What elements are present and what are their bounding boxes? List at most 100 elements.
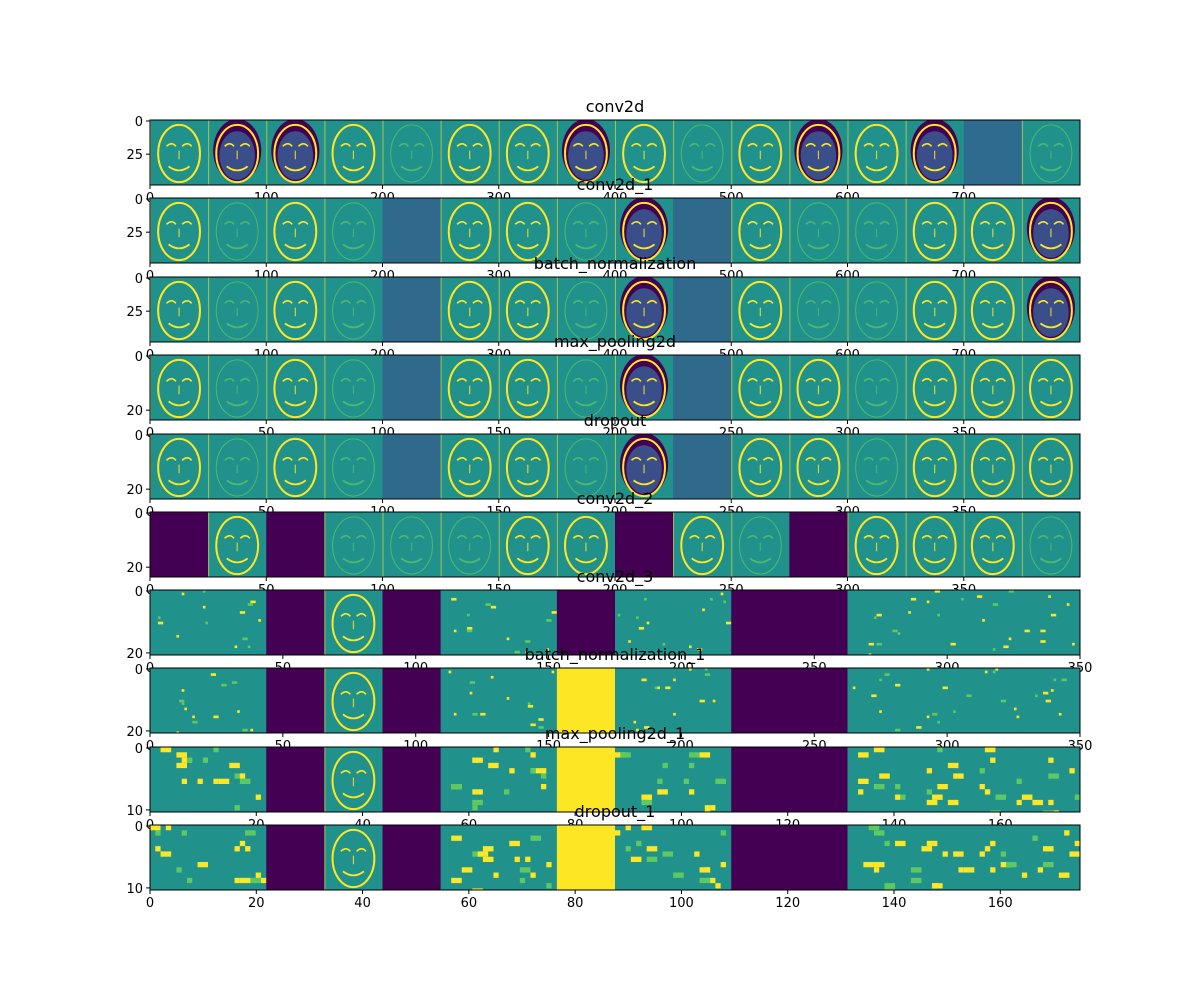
activation-spot (720, 592, 724, 596)
face-outline (680, 515, 725, 576)
eye-marks (747, 143, 774, 147)
activation-spot (239, 611, 246, 614)
feature-tile (963, 198, 1023, 263)
activation-spot (1008, 637, 1012, 641)
eye-marks (863, 535, 890, 539)
panel-dropout: dropout050100150200250300350020 (126, 411, 1081, 520)
eye-marks (514, 221, 541, 225)
activation-spot (950, 642, 956, 646)
activation-spot (1032, 835, 1038, 841)
mouth-mark (1039, 322, 1062, 329)
activation-spot (192, 715, 195, 719)
feature-tile (440, 668, 500, 733)
activation-spot (715, 778, 726, 784)
feature-tile (382, 512, 442, 577)
x-tick-label: 140 (882, 896, 907, 911)
feature-tile (440, 120, 500, 185)
feature-tiles (150, 825, 1080, 890)
eye-marks (979, 221, 1006, 225)
activation-spot (852, 686, 856, 690)
activation-spot (155, 846, 161, 852)
eye-marks (514, 300, 541, 304)
eye-marks (863, 457, 890, 461)
mouth-mark (516, 165, 539, 172)
activation-spot (1016, 715, 1020, 719)
face-outline (331, 828, 376, 889)
feature-tile (556, 825, 616, 890)
mouth-mark (284, 400, 307, 407)
activation-spot (482, 846, 494, 852)
activation-spot (895, 783, 901, 790)
activation-spot (636, 616, 639, 620)
eye-marks (921, 378, 948, 382)
activation-spot (1048, 799, 1054, 806)
face-outline (215, 438, 259, 497)
mouth-mark (981, 479, 1004, 486)
activation-spot (688, 668, 692, 671)
tile-background (789, 668, 848, 733)
mouth-mark (342, 635, 365, 642)
activation-spot (451, 597, 457, 601)
mouth-mark (923, 322, 946, 329)
activation-spot (150, 825, 161, 831)
activation-spot (1061, 678, 1067, 682)
mouth-mark (749, 400, 772, 407)
activation-spot (506, 637, 510, 641)
feature-tile (1021, 590, 1080, 655)
activation-spot (541, 783, 547, 790)
feature-tile (615, 512, 674, 577)
mouth-mark (923, 479, 946, 486)
face-outline (157, 358, 201, 419)
activation-spot (160, 747, 172, 753)
feature-tile (440, 198, 500, 263)
feature-tile (208, 120, 267, 185)
activation-spot (963, 867, 970, 873)
face-outline (622, 123, 666, 184)
tile-background (963, 120, 1023, 185)
feature-tile (382, 825, 442, 890)
tile-background (208, 590, 267, 655)
eye-marks (572, 300, 600, 304)
feature-tile (382, 277, 442, 342)
face-outline (273, 280, 318, 341)
activation-spot (699, 877, 711, 884)
y-tick-label: 0 (135, 585, 143, 600)
feature-tile (673, 825, 732, 890)
feature-tile (847, 277, 907, 342)
activation-spot (1043, 691, 1049, 695)
tile-background (382, 434, 442, 499)
eye-marks (282, 378, 309, 382)
face-outline (215, 515, 260, 576)
mouth-mark (574, 479, 597, 486)
feature-tile (847, 668, 907, 733)
activation-spot (493, 872, 499, 878)
activation-spot (871, 694, 877, 698)
feature-tile (382, 747, 442, 812)
mouth-mark (807, 243, 830, 250)
tile-background (440, 747, 500, 812)
feature-tile (498, 355, 558, 420)
face-outline (970, 515, 1015, 576)
feature-tile (789, 825, 848, 890)
feature-tiles (150, 434, 1080, 499)
feature-tile (615, 825, 674, 890)
feature-tile (498, 590, 558, 655)
tile-background (1021, 590, 1080, 655)
activation-spot (688, 645, 692, 649)
feature-tile (673, 277, 732, 342)
activation-spot (628, 640, 631, 643)
feature-tile (731, 668, 790, 733)
tile-background (673, 355, 732, 420)
tile-background (789, 590, 848, 655)
eye-marks (747, 457, 774, 461)
activation-spot (725, 621, 732, 625)
mouth-mark (458, 322, 481, 329)
activation-spot (665, 686, 671, 690)
mouth-mark (807, 479, 830, 486)
tile-background (382, 668, 442, 733)
mouth-mark (458, 165, 481, 172)
activation-spot (953, 773, 964, 779)
activation-spot (710, 805, 716, 811)
eye-marks (630, 457, 658, 461)
